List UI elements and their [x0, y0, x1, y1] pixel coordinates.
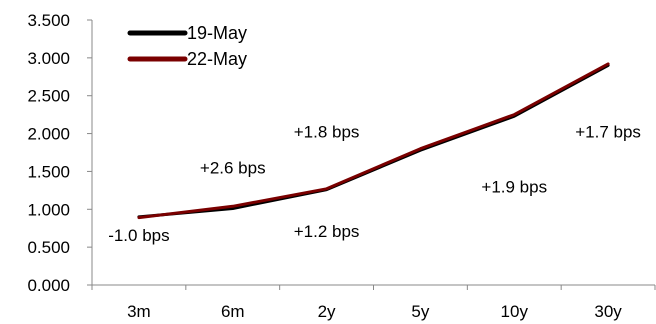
annotation-label: +1.7 bps — [575, 122, 641, 141]
annotation-label: +1.2 bps — [294, 222, 360, 241]
chart-legend: 19-May 22-May — [127, 23, 247, 69]
y-tick-label: 3.000 — [27, 49, 70, 68]
annotation-label: -1.0 bps — [108, 226, 169, 245]
legend-label: 22-May — [187, 49, 247, 69]
y-tick-label: 0.500 — [27, 238, 70, 257]
annotation-label: +1.8 bps — [294, 122, 360, 141]
y-tick-label: 2.000 — [27, 125, 70, 144]
chart-annotations: -1.0 bps +2.6 bps +1.2 bps +1.8 bps +1.9 bps… — [108, 122, 641, 245]
x-tick-label: 5y — [411, 302, 429, 321]
y-tick-label: 1.500 — [27, 162, 70, 181]
y-axis-ticks: 0.000 0.500 1.000 1.500 2.000 2.500 3.000 3.500 — [27, 11, 92, 295]
y-tick-label: 3.500 — [27, 11, 70, 30]
x-tick-label: 6m — [221, 302, 245, 321]
x-tick-label: 3m — [127, 302, 151, 321]
y-tick-label: 1.000 — [27, 200, 70, 219]
x-tick-label: 10y — [501, 302, 529, 321]
y-tick-label: 0.000 — [27, 276, 70, 295]
y-tick-label: 2.500 — [27, 87, 70, 106]
annotation-label: +1.9 bps — [481, 178, 547, 197]
legend-label: 19-May — [187, 23, 247, 43]
series-line-22-May — [137, 62, 610, 220]
x-tick-label: 2y — [318, 302, 336, 321]
chart-series — [137, 62, 610, 220]
annotation-label: +2.6 bps — [200, 159, 266, 178]
x-tick-label: 30y — [594, 302, 622, 321]
x-axis-ticks: 3m 6m 2y 5y 10y 30y — [91, 285, 656, 321]
